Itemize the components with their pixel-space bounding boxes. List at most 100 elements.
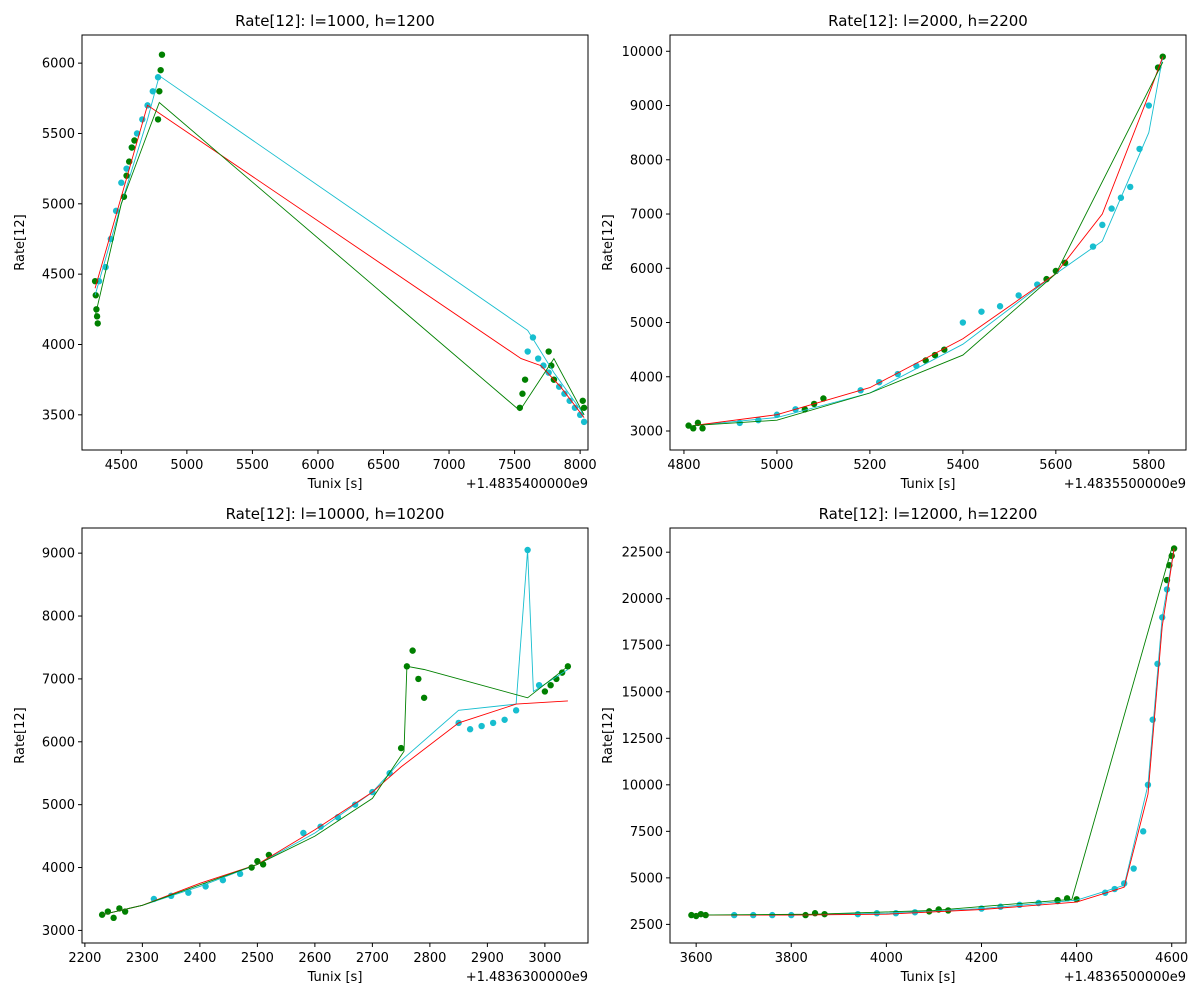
x-tick-label: 4600 [1155, 951, 1188, 966]
x-tick-label: 2500 [241, 951, 274, 966]
green-data-point [156, 88, 163, 95]
cyan-data-point [571, 404, 579, 411]
cyan-data-point [978, 308, 985, 315]
green-data-point [420, 694, 428, 701]
x-tick-label: 3800 [775, 951, 808, 966]
y-tick-label: 3000 [42, 924, 75, 939]
green-data-point [547, 681, 554, 689]
green-data-point [541, 688, 549, 695]
y-tick-label: 5000 [42, 197, 75, 212]
x-tick-label: 2800 [413, 951, 446, 966]
x-tick-label: 4000 [870, 951, 903, 966]
cyan-data-point [555, 383, 563, 390]
plot-area [91, 51, 588, 426]
red-series-line [693, 56, 1164, 427]
y-tick-label: 4000 [42, 861, 75, 876]
cyan-data-point [118, 179, 125, 186]
green-data-point [548, 362, 555, 369]
cyan-data-point [524, 348, 531, 355]
green-data-point [409, 647, 416, 654]
y-tick-label: 6000 [42, 57, 75, 72]
chart-title: Rate[12]: l=12000, h=12200 [819, 505, 1038, 523]
y-tick-label: 4000 [630, 370, 663, 385]
cyan-data-point [534, 355, 542, 362]
x-axis-offset-label: +1.4836500000e9 [1064, 970, 1186, 985]
green-data-point [931, 351, 939, 359]
green-data-point [1170, 545, 1178, 552]
green-data-point [397, 744, 405, 752]
green-data-point [685, 422, 692, 429]
green-data-point [157, 66, 164, 74]
red-series-line [101, 700, 568, 916]
cyan-series-line [693, 56, 1164, 427]
y-tick-label: 7000 [630, 208, 663, 223]
y-tick-label: 5000 [630, 871, 663, 886]
y-tick-label: 22500 [622, 546, 663, 561]
axes-frame [81, 527, 589, 944]
plot-area [685, 53, 1166, 432]
green-data-point [1073, 896, 1080, 903]
green-data-point [690, 425, 697, 432]
cyan-data-point [1154, 660, 1161, 668]
y-tick-label: 20000 [622, 592, 663, 607]
y-tick-label: 15000 [622, 685, 663, 700]
green-data-point [519, 390, 526, 397]
cyan-data-point [478, 722, 485, 730]
x-tick-label: 2900 [471, 951, 504, 966]
cyan-data-point [489, 719, 497, 727]
cyan-data-point [561, 390, 568, 397]
cyan-data-point [1015, 292, 1022, 299]
cyan-data-point [875, 378, 883, 386]
cyan-data-point [1127, 183, 1134, 191]
y-tick-label: 6000 [42, 735, 75, 750]
plot-area [98, 546, 572, 922]
x-tick-label: 7500 [498, 458, 531, 473]
y-tick-label: 9000 [42, 547, 75, 562]
x-axis-offset-label: +1.4836300000e9 [466, 970, 588, 985]
x-tick-label: 5400 [946, 458, 979, 473]
x-tick-label: 4200 [965, 951, 998, 966]
y-axis-label: Rate[12] [601, 707, 616, 764]
green-data-point [553, 675, 560, 683]
y-tick-label: 7500 [630, 825, 663, 840]
cyan-data-point [1099, 221, 1106, 229]
x-tick-label: 6500 [367, 458, 400, 473]
cyan-data-point [755, 416, 762, 424]
green-data-point [154, 116, 162, 123]
cyan-data-point [123, 165, 130, 172]
x-tick-label: 7000 [432, 458, 465, 473]
green-data-point [93, 313, 101, 320]
x-axis-label: Tunix [s] [307, 970, 363, 985]
cyan-data-point [300, 829, 307, 837]
cyan-data-point [580, 418, 588, 426]
x-tick-label: 5500 [236, 458, 269, 473]
chart-title: Rate[12]: l=2000, h=2200 [828, 12, 1028, 30]
y-tick-label: 7000 [42, 672, 75, 687]
cyan-data-point [512, 707, 520, 714]
cyan-series-line [101, 549, 569, 916]
y-tick-label: 3500 [42, 408, 75, 423]
cyan-data-point [576, 411, 584, 419]
green-data-point [580, 404, 588, 411]
green-data-point [579, 397, 586, 404]
y-tick-label: 17500 [622, 639, 663, 654]
y-tick-label: 2500 [630, 918, 663, 933]
cyan-data-point [545, 369, 552, 376]
green-data-point [699, 425, 706, 432]
green-series-line [101, 665, 569, 916]
x-tick-label: 4500 [105, 458, 138, 473]
x-tick-label: 6000 [301, 458, 334, 473]
axes-frame [669, 34, 1187, 451]
green-data-point [254, 858, 261, 865]
subplot-3: Rate[12]: l=10000, h=10200 2200 2300 2400 25… [13, 505, 589, 985]
green-series-line [693, 61, 1164, 427]
subplot-1: Rate[12]: l=1000, h=1200 4500 5000 5500 6000… [13, 12, 597, 492]
cyan-data-point [566, 397, 573, 404]
x-axis-label: Tunix [s] [900, 477, 956, 492]
x-tick-label: 8000 [564, 458, 597, 473]
y-tick-label: 6000 [630, 262, 663, 277]
y-tick-label: 5000 [42, 798, 75, 813]
y-tick-label: 5500 [42, 127, 75, 142]
cyan-data-point [996, 303, 1004, 310]
green-data-point [92, 292, 99, 299]
